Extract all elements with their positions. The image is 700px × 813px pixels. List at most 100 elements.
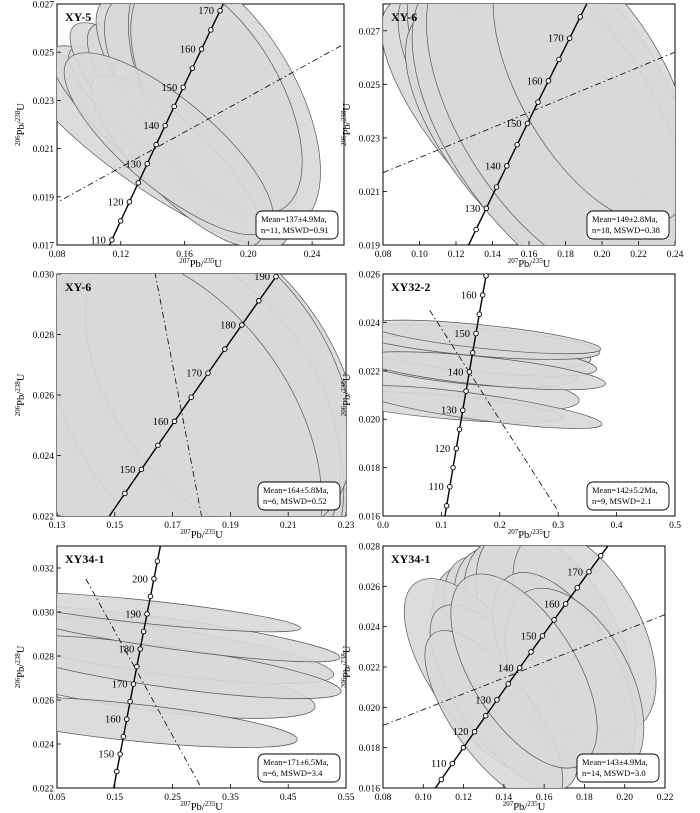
age-label: 190 <box>125 609 141 620</box>
x-tick-label: 0.21 <box>280 521 297 531</box>
y-tick-label: 0.023 <box>33 97 55 107</box>
discordia-line <box>57 43 344 204</box>
sample-label: XY-5 <box>65 10 91 24</box>
x-tick-label: 0.35 <box>222 793 239 803</box>
age-marker <box>155 442 161 449</box>
age-marker <box>577 14 584 20</box>
x-tick-label: 0.3 <box>552 521 564 531</box>
sample-label: XY32-2 <box>391 280 430 294</box>
y-axis-label: 206Pb/238U <box>14 373 27 416</box>
age-marker <box>464 248 469 253</box>
age-label: 130 <box>465 204 481 215</box>
summary-box <box>257 753 341 783</box>
panel-6: 110 120 130 140 150 160 170 0.08 0.10 0.12 0.14 0.1… <box>340 543 674 813</box>
y-tick-label: 0.024 <box>359 319 381 329</box>
age-label: 140 <box>143 121 159 132</box>
y-tick-label: 0.016 <box>359 513 381 523</box>
age-label: 160 <box>153 417 169 428</box>
age-label: 160 <box>461 291 477 302</box>
age-marker <box>205 370 211 376</box>
age-marker <box>153 141 159 148</box>
age-marker <box>438 776 445 783</box>
age-marker <box>117 751 123 757</box>
age-marker <box>516 665 523 671</box>
age-label: 170 <box>198 6 214 17</box>
age-marker <box>114 768 120 775</box>
age-label: 130 <box>125 159 141 170</box>
x-tick-label: 0.08 <box>49 250 66 260</box>
summary-mean: Mean=137±4.9Ma, <box>261 214 327 224</box>
x-axis-label: 207Pb/235U <box>508 528 551 541</box>
age-marker <box>189 65 196 71</box>
age-marker <box>144 161 150 167</box>
x-tick-label: 0.20 <box>594 250 611 260</box>
age-label: 170 <box>567 567 583 578</box>
y-tick-label: 0.020 <box>359 416 381 426</box>
age-label: 110 <box>428 482 443 493</box>
age-marker <box>126 199 133 205</box>
summary-stats: n=9, MSWD=2.1 <box>592 496 651 506</box>
y-tick-label: 0.030 <box>33 609 55 619</box>
y-tick-label: 0.017 <box>33 242 55 252</box>
y-axis-label: 206Pb/238U <box>14 645 27 688</box>
age-marker <box>539 633 546 639</box>
y-tick-label: 0.026 <box>359 583 381 593</box>
x-tick-label: 0.0 <box>377 521 389 531</box>
age-label: 120 <box>453 727 469 738</box>
age-label: 150 <box>98 750 114 761</box>
summary-box <box>586 481 670 511</box>
age-label: 180 <box>220 320 236 331</box>
age-label: 180 <box>118 645 134 656</box>
age-marker <box>127 698 133 705</box>
y-tick-label: 0.032 <box>33 565 55 575</box>
age-label: 110 <box>91 235 106 246</box>
x-tick-label: 0.10 <box>411 250 428 260</box>
x-tick-label: 0.15 <box>106 793 123 803</box>
age-marker <box>562 601 569 607</box>
summary-stats: n=14, MSWD=3.0 <box>582 768 646 778</box>
age-marker <box>494 697 500 703</box>
concordia-curve <box>467 4 588 245</box>
x-tick-label: 0.08 <box>375 250 392 260</box>
age-label: 160 <box>180 45 196 56</box>
age-marker <box>483 274 489 279</box>
y-tick-label: 0.027 <box>359 27 381 37</box>
error-ellipse <box>383 319 602 355</box>
age-marker <box>140 628 147 635</box>
sample-label: XY34-1 <box>391 552 430 566</box>
age-marker <box>188 394 194 400</box>
age-marker <box>450 464 456 471</box>
x-axis-label: 207Pb/235U <box>503 800 546 813</box>
y-tick-label: 0.019 <box>33 193 55 203</box>
x-tick-label: 0.17 <box>164 521 181 531</box>
x-tick-label: 0.2 <box>494 521 506 531</box>
summary-stats: n=18, MSWD=0.38 <box>592 225 660 235</box>
age-marker <box>456 426 463 433</box>
y-tick-label: 0.028 <box>33 653 55 663</box>
age-marker <box>447 483 453 490</box>
y-axis-label: 206Pb/238U <box>14 103 27 146</box>
panel-4: 110 120 130 140 150 160 0.0 0.1 0.2 0.3 0.4 0.5 0.01… <box>340 271 681 542</box>
y-tick-label: 0.018 <box>359 744 381 754</box>
x-tick-label: 0.14 <box>496 793 513 803</box>
age-marker <box>586 569 592 575</box>
y-tick-label: 0.022 <box>33 785 55 795</box>
x-axis-label: 207Pb/235U <box>179 257 222 270</box>
age-label: 140 <box>485 161 501 172</box>
error-ellipse <box>492 4 675 224</box>
age-label: 120 <box>435 444 451 455</box>
age-marker <box>463 388 469 394</box>
x-tick-label: 0.16 <box>536 793 553 803</box>
x-axis-label: 207Pb/235U <box>180 528 223 541</box>
age-label: 120 <box>108 197 124 208</box>
x-tick-label: 0.45 <box>280 793 297 803</box>
age-label: 160 <box>544 599 560 610</box>
y-tick-label: 0.024 <box>33 452 55 462</box>
error-ellipse <box>57 274 323 516</box>
error-ellipse <box>383 385 603 429</box>
y-tick-label: 0.030 <box>33 271 55 281</box>
age-marker <box>514 141 520 148</box>
summary-mean: Mean=142±5.2Ma, <box>592 485 658 495</box>
summary-stats: n=6, MSWD=0.52 <box>263 496 327 506</box>
x-tick-label: 0.20 <box>240 250 257 260</box>
